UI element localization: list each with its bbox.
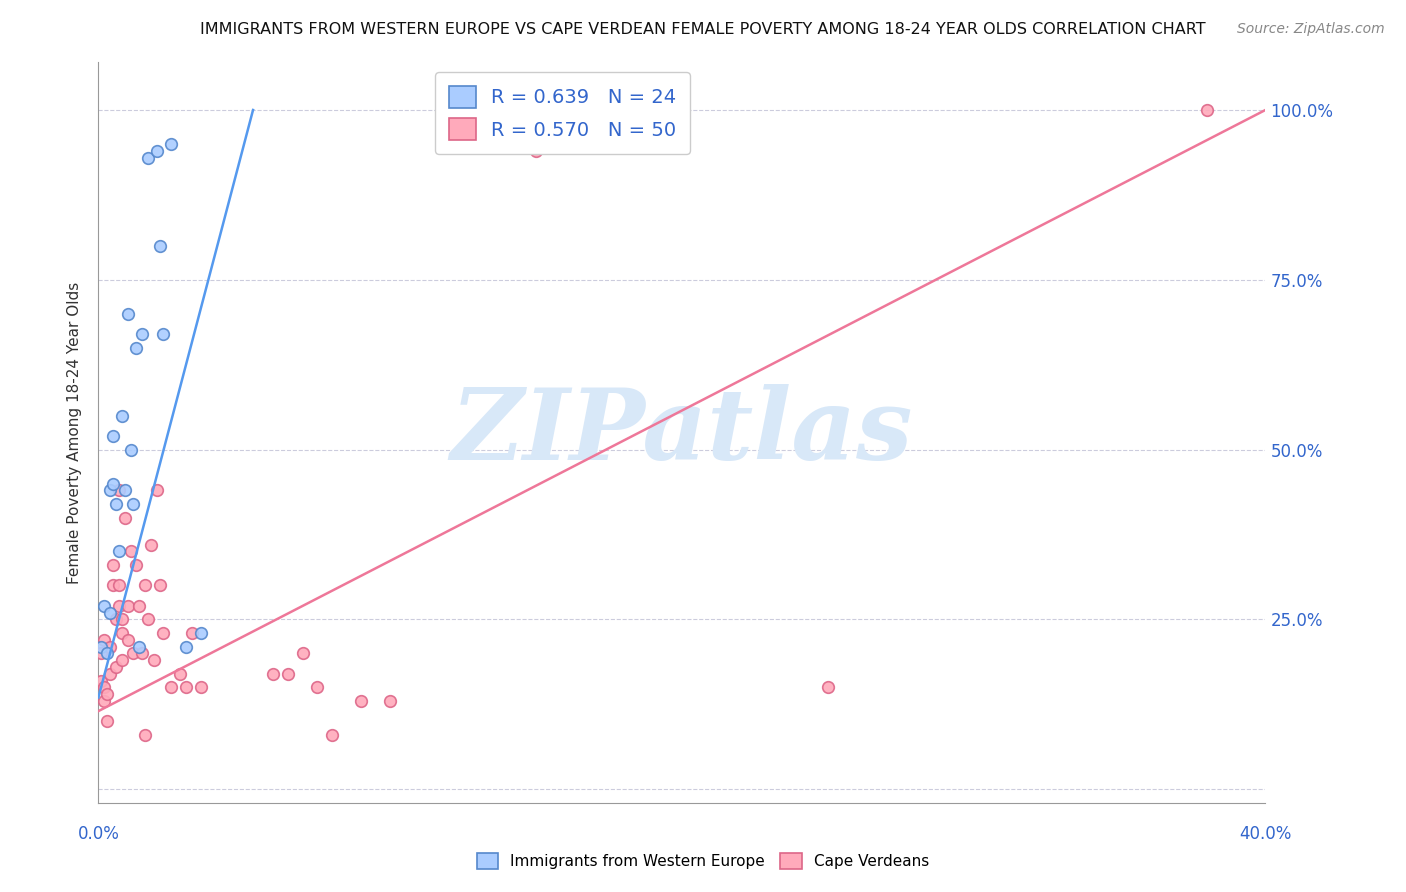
Point — [96, 687, 118, 701]
Point — [149, 578, 172, 592]
Point — [104, 612, 127, 626]
Point — [291, 646, 314, 660]
Point — [98, 483, 121, 498]
Point — [134, 728, 156, 742]
Point — [101, 429, 124, 443]
Point — [90, 640, 112, 654]
Point — [104, 497, 127, 511]
Point — [174, 681, 197, 695]
Point — [180, 626, 202, 640]
Point — [136, 151, 159, 165]
Point — [160, 136, 183, 151]
Point — [111, 612, 134, 626]
Point — [152, 626, 174, 640]
Point — [160, 681, 183, 695]
Point — [174, 640, 197, 654]
Text: Source: ZipAtlas.com: Source: ZipAtlas.com — [1237, 22, 1385, 37]
Point — [108, 599, 131, 613]
Point — [111, 409, 134, 423]
Legend: Immigrants from Western Europe, Cape Verdeans: Immigrants from Western Europe, Cape Ver… — [471, 847, 935, 875]
Point — [277, 666, 299, 681]
Point — [524, 144, 547, 158]
Point — [98, 666, 121, 681]
Point — [134, 578, 156, 592]
Point — [350, 694, 373, 708]
Point — [128, 599, 150, 613]
Point — [321, 728, 343, 742]
Point — [90, 646, 112, 660]
Point — [1195, 103, 1218, 117]
Text: IMMIGRANTS FROM WESTERN EUROPE VS CAPE VERDEAN FEMALE POVERTY AMONG 18-24 YEAR O: IMMIGRANTS FROM WESTERN EUROPE VS CAPE V… — [200, 22, 1206, 37]
Point — [114, 510, 136, 524]
Point — [111, 653, 134, 667]
Point — [108, 544, 131, 558]
Point — [152, 327, 174, 342]
Point — [131, 327, 153, 342]
Point — [142, 653, 165, 667]
Point — [101, 476, 124, 491]
Point — [108, 483, 131, 498]
Point — [120, 544, 142, 558]
Point — [117, 632, 139, 647]
Point — [117, 599, 139, 613]
Point — [120, 442, 142, 457]
Point — [139, 538, 162, 552]
Y-axis label: Female Poverty Among 18-24 Year Olds: Female Poverty Among 18-24 Year Olds — [67, 282, 83, 583]
Point — [190, 681, 212, 695]
Point — [114, 483, 136, 498]
Point — [93, 681, 115, 695]
Point — [128, 640, 150, 654]
Point — [98, 640, 121, 654]
Text: ZIPatlas: ZIPatlas — [451, 384, 912, 481]
Point — [111, 626, 134, 640]
Point — [149, 239, 172, 253]
Point — [96, 646, 118, 660]
Point — [380, 694, 402, 708]
Legend: R = 0.639   N = 24, R = 0.570   N = 50: R = 0.639 N = 24, R = 0.570 N = 50 — [434, 72, 690, 154]
Text: 40.0%: 40.0% — [1239, 825, 1292, 843]
Point — [98, 606, 121, 620]
Point — [122, 497, 145, 511]
Point — [93, 632, 115, 647]
Point — [101, 578, 124, 592]
Text: 0.0%: 0.0% — [77, 825, 120, 843]
Point — [101, 558, 124, 572]
Point — [131, 646, 153, 660]
Point — [136, 612, 159, 626]
Point — [262, 666, 284, 681]
Point — [146, 144, 169, 158]
Point — [117, 307, 139, 321]
Point — [146, 483, 169, 498]
Point — [125, 558, 148, 572]
Point — [93, 694, 115, 708]
Point — [122, 646, 145, 660]
Point — [190, 626, 212, 640]
Point — [104, 660, 127, 674]
Point — [93, 599, 115, 613]
Point — [108, 578, 131, 592]
Point — [125, 341, 148, 355]
Point — [96, 714, 118, 729]
Point — [307, 681, 329, 695]
Point — [90, 673, 112, 688]
Point — [817, 681, 839, 695]
Point — [169, 666, 191, 681]
